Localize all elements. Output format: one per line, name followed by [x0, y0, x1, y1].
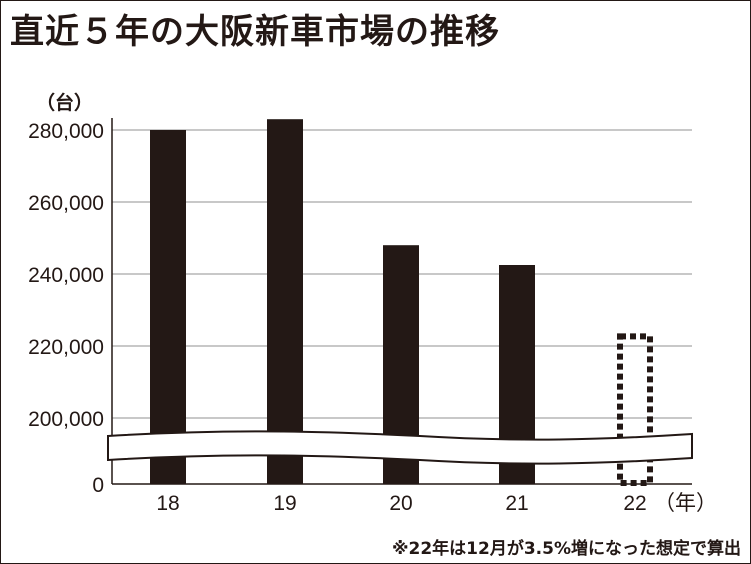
footnote: ※22年は12月が3.5%増になった想定で算出	[392, 539, 741, 559]
x-tick-label: 22	[623, 492, 646, 515]
axis-break-band	[107, 430, 693, 465]
y-tick-label: 260,000	[28, 192, 104, 215]
y-tick-label: 0	[92, 474, 104, 497]
x-tick-label: 20	[389, 492, 412, 515]
x-axis-unit-label: （年）	[654, 492, 717, 515]
y-tick-label: 220,000	[28, 336, 104, 359]
x-tick-label: 18	[156, 492, 179, 515]
bar-estimated	[617, 333, 653, 486]
y-tick-label: 240,000	[28, 264, 104, 287]
x-tick-label: 19	[273, 492, 296, 515]
y-axis-unit-label: （台）	[36, 92, 94, 114]
bar	[267, 119, 303, 484]
y-tick-label: 200,000	[28, 408, 104, 431]
x-tick-label: 21	[505, 492, 528, 515]
bar	[150, 130, 186, 484]
chart-title: 直近５年の大阪新車市場の推移	[10, 12, 500, 52]
y-tick-label: 280,000	[28, 120, 104, 143]
